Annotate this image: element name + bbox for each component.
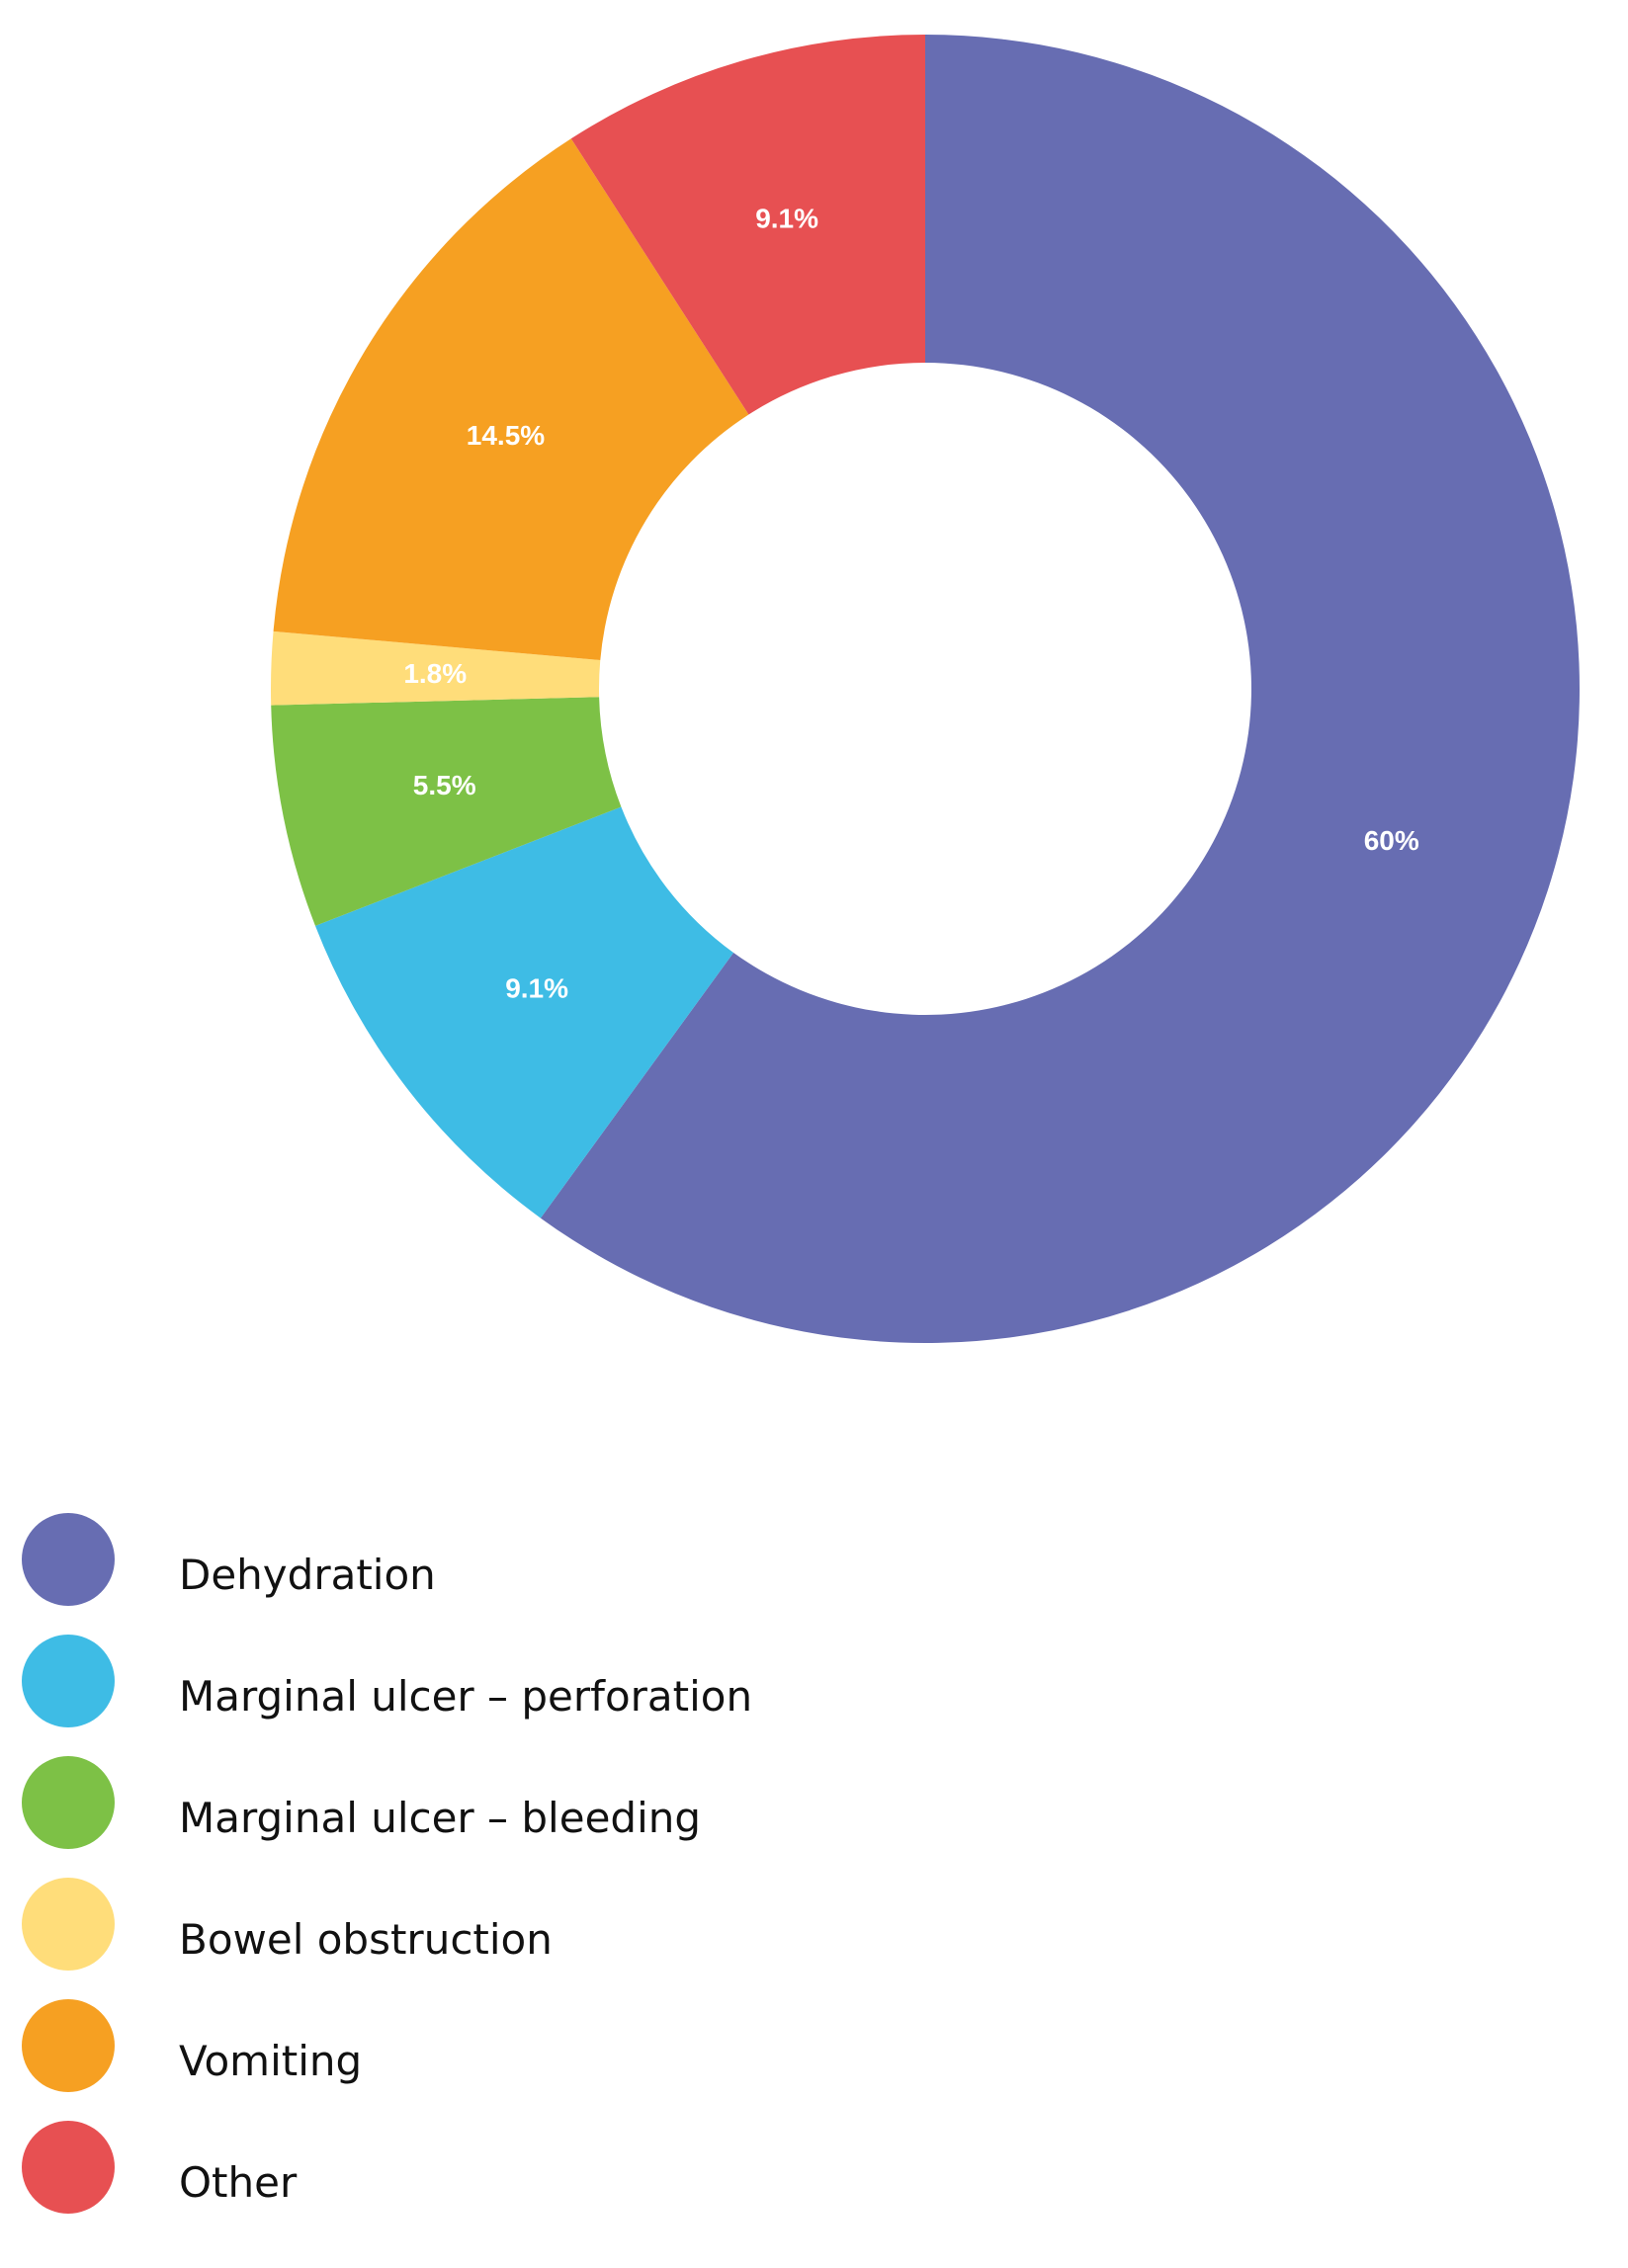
legend-item-marginal-ulcer-bleeding: Marginal ulcer – bleeding [22, 1741, 752, 1863]
legend-swatch-dehydration [22, 1512, 115, 1606]
slice-label-marginal-ulcer-bleeding: 5.5% [413, 770, 476, 800]
slice-label-other: 9.1% [755, 204, 818, 234]
slice-other [570, 35, 925, 415]
slice-vomiting [273, 138, 749, 661]
legend-item-bowel-obstruction: Bowel obstruction [22, 1863, 752, 1984]
slice-label-dehydration: 60% [1364, 825, 1419, 856]
legend-swatch-marginal-ulcer-perforation [22, 1634, 115, 1727]
donut-chart: 60% 9.1% 5.5% 1.8% 14.5% 9.1% [271, 35, 1581, 1344]
legend-swatch-other [22, 2120, 115, 2214]
slice-marginal-ulcer-perforation [314, 806, 734, 1218]
legend-label-other: Other [179, 2158, 298, 2207]
chart-legend: Dehydration Marginal ulcer – perforation M… [22, 1498, 752, 2227]
slice-label-vomiting: 14.5% [467, 420, 545, 451]
slice-bowel-obstruction [271, 630, 601, 706]
legend-label-dehydration: Dehydration [179, 1551, 436, 1599]
legend-label-bowel-obstruction: Bowel obstruction [179, 1915, 553, 1964]
slice-dehydration [540, 35, 1581, 1344]
legend-swatch-marginal-ulcer-bleeding [22, 1755, 115, 1849]
donut-slice-labels: 60% 9.1% 5.5% 1.8% 14.5% 9.1% [403, 204, 1419, 1004]
slice-label-bowel-obstruction: 1.8% [403, 658, 467, 689]
legend-label-marginal-ulcer-bleeding: Marginal ulcer – bleeding [179, 1794, 702, 1842]
slice-label-marginal-ulcer-perforation: 9.1% [505, 972, 568, 1003]
legend-item-marginal-ulcer-perforation: Marginal ulcer – perforation [22, 1620, 752, 1741]
donut-slices [271, 35, 1581, 1344]
legend-label-marginal-ulcer-perforation: Marginal ulcer – perforation [179, 1672, 753, 1721]
legend-item-vomiting: Vomiting [22, 1984, 752, 2106]
legend-swatch-bowel-obstruction [22, 1877, 115, 1971]
slice-marginal-ulcer-bleeding [271, 697, 622, 926]
legend-label-vomiting: Vomiting [179, 2037, 363, 2085]
legend-swatch-vomiting [22, 1998, 115, 2092]
legend-item-other: Other [22, 2106, 752, 2227]
legend-item-dehydration: Dehydration [22, 1498, 752, 1620]
